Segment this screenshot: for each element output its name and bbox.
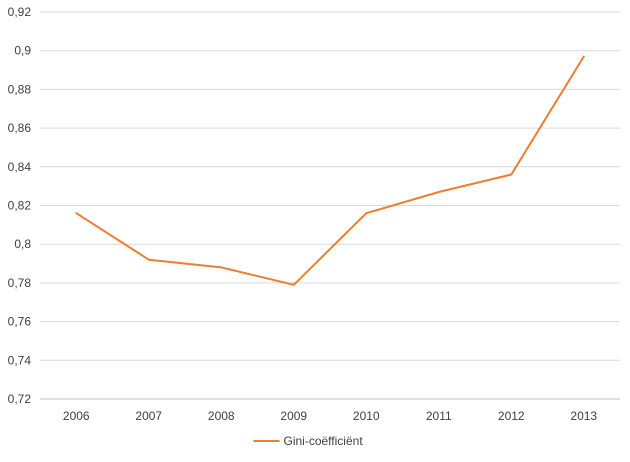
x-tick-label: 2007	[135, 409, 162, 423]
x-tick-label: 2013	[570, 409, 597, 423]
y-tick-label: 0,74	[8, 353, 32, 367]
series-line	[76, 57, 584, 285]
x-axis-tick-labels: 2006 2007 2008 2009 2010 2011 2012 2013	[63, 409, 598, 423]
y-tick-label: 0,8	[14, 237, 31, 251]
x-tick-label: 2011	[426, 409, 452, 423]
x-tick-label: 2009	[280, 409, 307, 423]
y-axis-tick-labels: 0,72 0,74 0,76 0,78 0,8 0,82 0,84 0,86 0,88 0,9 0,…	[8, 5, 32, 406]
y-tick-label: 0,84	[8, 160, 32, 174]
legend-label: Gini-coëfficiënt	[284, 434, 364, 448]
series-lines	[76, 56, 584, 284]
legend: Gini-coëfficiënt	[254, 434, 364, 448]
y-tick-label: 0,78	[8, 276, 32, 290]
y-tick-label: 0,86	[8, 121, 32, 135]
gridlines	[40, 12, 620, 399]
x-tick-label: 2006	[63, 409, 90, 423]
y-tick-label: 0,92	[8, 5, 32, 19]
y-tick-label: 0,72	[8, 392, 32, 406]
y-tick-label: 0,88	[8, 82, 32, 96]
y-tick-label: 0,82	[8, 199, 32, 213]
x-tick-label: 2008	[208, 409, 235, 423]
y-tick-label: 0,76	[8, 315, 32, 329]
x-tick-label: 2012	[498, 409, 525, 423]
x-tick-label: 2010	[353, 409, 380, 423]
y-tick-label: 0,9	[14, 44, 31, 58]
